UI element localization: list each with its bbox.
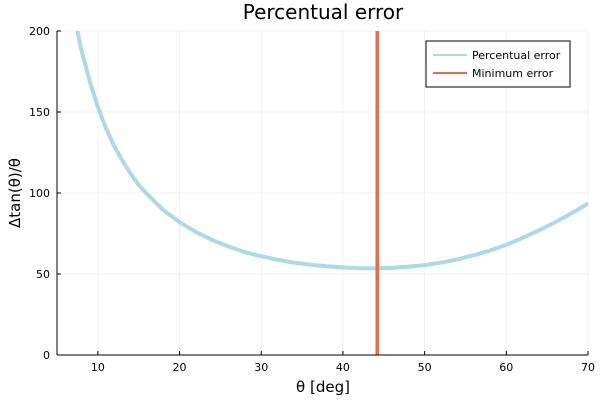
y-tick-label: 0 <box>43 349 50 362</box>
x-tick-label: 30 <box>254 361 268 374</box>
x-tick-label: 40 <box>336 361 350 374</box>
legend-label-percentual-error: Percentual error <box>472 49 561 62</box>
x-tick-label: 10 <box>91 361 105 374</box>
x-tick-label: 60 <box>499 361 513 374</box>
y-axis-label: Δtan(θ)/θ <box>6 158 24 228</box>
legend-box <box>425 40 571 88</box>
y-tick-label: 150 <box>29 106 50 119</box>
y-tick-label: 100 <box>29 187 50 200</box>
y-tick-label: 50 <box>36 268 50 281</box>
x-tick-label: 70 <box>581 361 595 374</box>
legend-label-minimum-error: Minimum error <box>472 67 554 80</box>
x-tick-label: 20 <box>173 361 187 374</box>
y-tick-label: 200 <box>29 25 50 38</box>
legend: Percentual error Minimum error <box>425 40 571 88</box>
x-tick-label: 50 <box>418 361 432 374</box>
chart-title: Percentual error <box>243 0 404 24</box>
ticks: 10 20 30 40 50 60 70 0 50 100 150 200 <box>29 25 595 374</box>
series-layer <box>75 30 590 355</box>
series-line-percentual-error <box>75 30 590 271</box>
x-axis-label: θ [deg] <box>296 378 350 396</box>
